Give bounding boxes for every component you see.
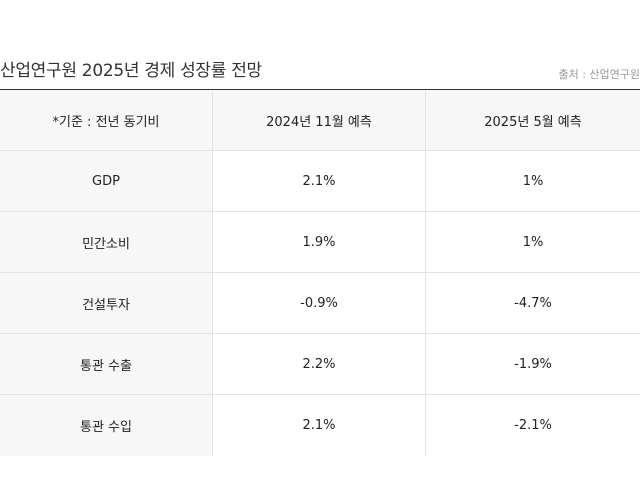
header-nov-2024-forecast: 2024년 11월 예측: [213, 90, 426, 150]
nov-2024-value: -0.9%: [213, 273, 426, 333]
row-label: 건설투자: [0, 273, 213, 333]
row-label: GDP: [0, 151, 213, 211]
may-2025-value: -1.9%: [514, 356, 552, 372]
header-basis: *기준 : 전년 동기비: [0, 90, 213, 150]
nov-2024-value: 1.9%: [213, 212, 426, 272]
nov-2024-value: 2.1%: [213, 395, 426, 456]
row-label: 통관 수입: [0, 395, 213, 456]
table-title: 산업연구원 2025년 경제 성장률 전망: [0, 61, 262, 81]
may-2025-value: 1%: [522, 234, 544, 250]
may-2025-value: 1%: [522, 173, 544, 189]
table-row: 민간소비 1.9% 1%: [0, 212, 640, 273]
table-row: 건설투자 -0.9% -4.7%: [0, 273, 640, 334]
header-may-2025-forecast: 2025년 5월 예측: [426, 90, 640, 150]
may-2025-value: -4.7%: [514, 295, 552, 311]
row-label: 통관 수출: [0, 334, 213, 394]
table-header-row: *기준 : 전년 동기비 2024년 11월 예측 2025년 5월 예측: [0, 90, 640, 151]
table-row: 통관 수출 2.2% -1.9%: [0, 334, 640, 395]
nov-2024-value: 2.1%: [213, 151, 426, 211]
source-note: 출처 : 산업연구원: [558, 68, 640, 81]
forecast-table: *기준 : 전년 동기비 2024년 11월 예측 2025년 5월 예측 GD…: [0, 89, 640, 456]
table-row: GDP 2.1% 1%: [0, 151, 640, 212]
table-row: 통관 수입 2.1% -2.1%: [0, 395, 640, 456]
row-label: 민간소비: [0, 212, 213, 272]
may-2025-value: -2.1%: [514, 418, 552, 433]
nov-2024-value: 2.2%: [213, 334, 426, 394]
